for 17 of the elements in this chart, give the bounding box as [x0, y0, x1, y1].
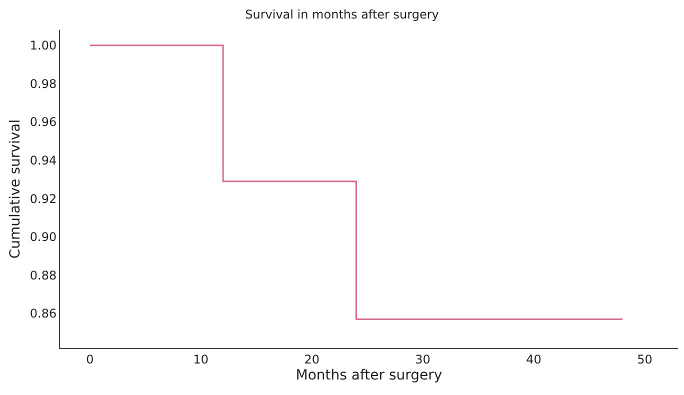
x-tick-label: 50 — [637, 352, 652, 366]
x-tick-label: 40 — [526, 352, 542, 366]
y-tick-label: 1.00 — [30, 38, 57, 53]
x-tick-label: 10 — [193, 352, 209, 366]
y-tick-label: 0.86 — [30, 306, 57, 321]
y-tick-label: 0.96 — [30, 115, 57, 130]
chart-title: Survival in months after surgery — [245, 7, 439, 22]
y-tick-label: 0.94 — [30, 153, 57, 168]
y-tick-label: 0.92 — [30, 192, 57, 206]
y-tick-label: 0.98 — [30, 76, 57, 91]
x-tick-label: 0 — [86, 352, 94, 366]
y-tick-label: 0.88 — [30, 268, 57, 282]
y-tick-label: 0.90 — [30, 230, 57, 244]
x-axis-title: Months after surgery — [296, 368, 442, 384]
x-tick-label: 20 — [304, 352, 320, 366]
y-axis-title: Cumulative survival — [7, 119, 24, 259]
x-tick-label: 30 — [415, 352, 430, 366]
